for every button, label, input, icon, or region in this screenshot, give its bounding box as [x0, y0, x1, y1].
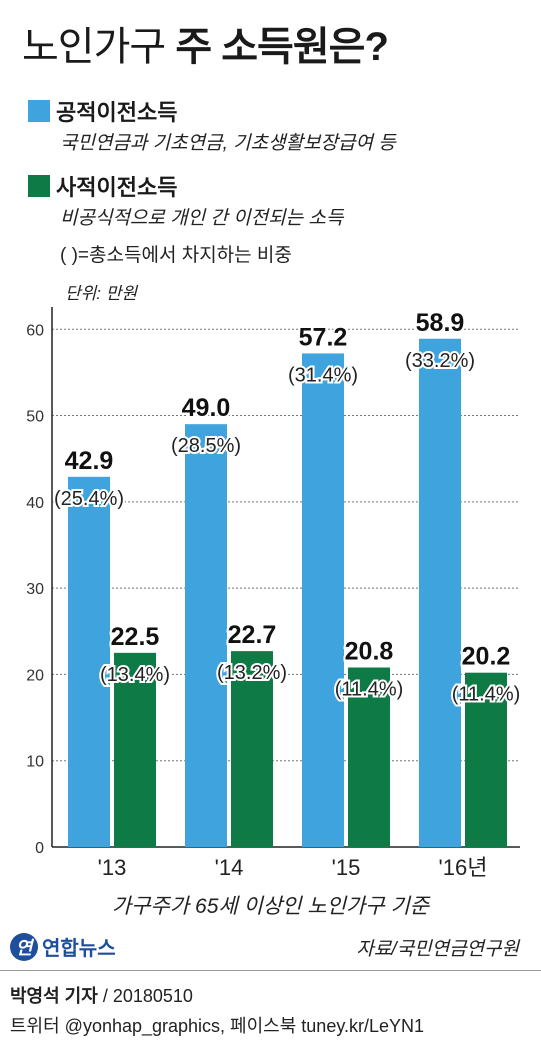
share-label: (13.2%): [217, 662, 287, 684]
bar-chart: 0 10 20 30 40 50 60 42.9 (25.4%) 22.5 (13.4%) '13 49…: [26, 307, 522, 880]
unit-label: 단위: 만원: [65, 284, 138, 303]
y-tick-label: 50: [26, 409, 44, 426]
share-label: (28.5%): [171, 435, 241, 457]
bar-public: [302, 353, 344, 847]
y-tick-label: 30: [26, 581, 44, 598]
source-text: 자료/국민연금연구원: [356, 939, 519, 960]
x-tick-label: '15: [332, 855, 361, 880]
share-label: (11.4%): [452, 684, 521, 706]
title-part2: 주 소득원은?: [175, 25, 389, 69]
bar-public: [419, 338, 461, 847]
bar-private: [114, 652, 156, 847]
share-label: (11.4%): [335, 679, 404, 701]
legend-label-private: 사적이전소득: [56, 175, 178, 200]
share-note: ( )=총소득에서 차지하는 비중: [60, 245, 292, 266]
logo-text: 연합뉴스: [42, 938, 116, 960]
page-title: 노인가구 주 소득원은?: [22, 14, 389, 72]
title-part1: 노인가구: [22, 25, 166, 69]
share-label: (33.2%): [405, 350, 475, 372]
y-tick-label: 60: [26, 322, 44, 339]
share-label: (25.4%): [54, 488, 124, 510]
credit-author: 박영석 기자: [10, 986, 98, 1006]
data-label: 22.5: [111, 623, 160, 651]
y-tick-label: 10: [26, 754, 44, 771]
y-tick-label: 0: [35, 840, 44, 857]
data-label: 22.7: [228, 621, 277, 649]
legend-label-public: 공적이전소득: [56, 100, 178, 125]
legend-desc-public: 국민연금과 기초연금, 기초생활보장급여 등: [60, 133, 396, 154]
bar-private: [348, 667, 390, 847]
yonhap-logo: 연 연합뉴스: [10, 932, 116, 961]
legend-swatch-public: [28, 100, 50, 122]
bar-public: [185, 424, 227, 847]
bar-private: [231, 651, 273, 847]
share-label: (31.4%): [288, 364, 358, 386]
legend-item-private: 사적이전소득: [28, 170, 177, 202]
share-label: (13.4%): [100, 664, 170, 686]
x-tick-label: '16년: [439, 855, 488, 880]
data-label: 20.8: [345, 638, 394, 666]
bar-public: [68, 476, 110, 847]
data-label: 57.2: [299, 323, 348, 351]
legend-swatch-private: [28, 175, 50, 197]
social-line: 트위터 @yonhap_graphics, 페이스북 tuney.kr/LeYN…: [10, 1016, 425, 1036]
footnote: 가구주가 65세 이상인 노인가구 기준: [111, 895, 430, 918]
x-tick-label: '13: [98, 855, 127, 880]
credit-line: 박영석 기자 / 20180510: [10, 982, 193, 1008]
data-label: 42.9: [65, 447, 114, 475]
y-tick-label: 20: [26, 667, 44, 684]
data-label: 20.2: [462, 643, 511, 671]
logo-icon: 연: [10, 932, 38, 961]
legend-desc-private: 비공식적으로 개인 간 이전되는 소득: [60, 208, 344, 229]
legend-item-public: 공적이전소득: [28, 95, 177, 127]
bar-private: [465, 672, 507, 847]
credit-date: / 20180510: [102, 986, 193, 1006]
data-label: 58.9: [416, 309, 465, 337]
x-tick-label: '14: [215, 855, 244, 880]
footer-divider: [0, 970, 541, 971]
data-label: 49.0: [182, 394, 231, 422]
y-tick-label: 40: [26, 495, 44, 512]
